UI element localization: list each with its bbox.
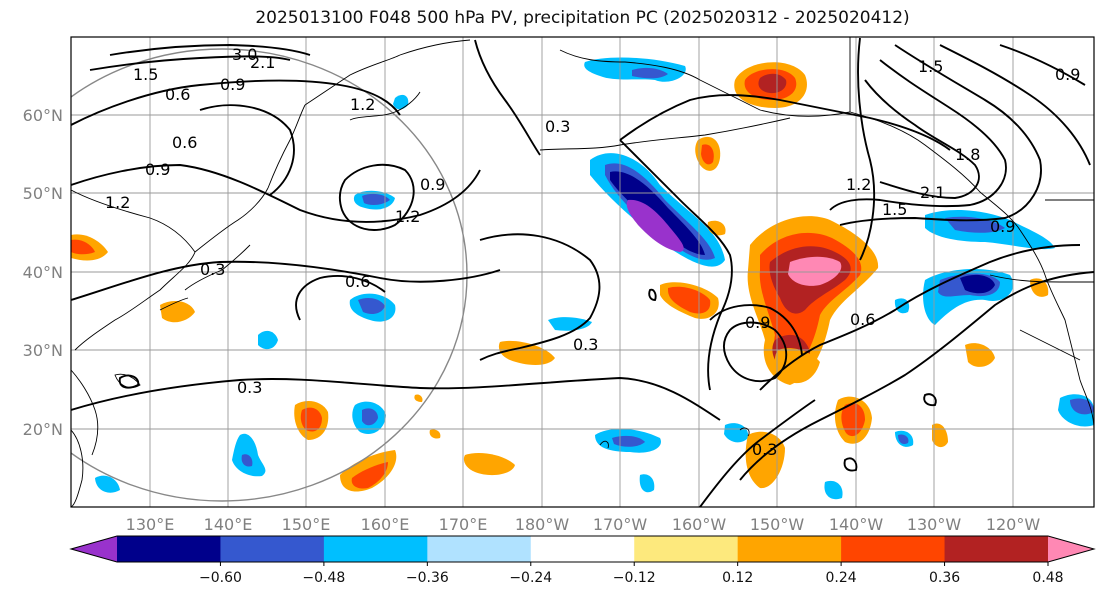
- colorbar-tick-label: −0.60: [199, 570, 242, 586]
- lon-label: 170°W: [593, 515, 648, 534]
- latitude-labels: 60°N 50°N 40°N 30°N 20°N: [23, 106, 63, 439]
- contour-label: 1.2: [846, 175, 871, 194]
- colorbar-extend-high: [1048, 536, 1094, 562]
- colorbar-extend-low: [71, 536, 117, 562]
- contour-label: 0.3: [545, 117, 570, 136]
- colorbar-tick-label: 0.12: [722, 570, 753, 586]
- contour-label: 0.9: [745, 313, 770, 332]
- contour-label: 0.9: [220, 75, 245, 94]
- colorbar-segment: [634, 536, 739, 562]
- lon-label: 130°W: [907, 515, 962, 534]
- lat-label: 40°N: [23, 263, 63, 282]
- lon-label: 150°E: [282, 515, 331, 534]
- contour-label: 0.3: [237, 378, 262, 397]
- map-title: 2025013100 F048 500 hPa PV, precipitatio…: [255, 8, 910, 28]
- contour-label: 0.6: [850, 310, 875, 329]
- contour-label: 0.9: [420, 175, 445, 194]
- contour-label: 2.1: [920, 183, 945, 202]
- lat-label: 20°N: [23, 420, 63, 439]
- lon-label: 160°W: [672, 515, 727, 534]
- colorbar-segment: [737, 536, 842, 562]
- lat-label: 50°N: [23, 184, 63, 203]
- colorbar-tick-label: −0.24: [509, 570, 552, 586]
- colorbar-segment: [323, 536, 428, 562]
- graticule: [71, 37, 1094, 507]
- colorbar-tick-label: 0.24: [826, 570, 857, 586]
- lat-label: 30°N: [23, 341, 63, 360]
- colorbar-tick-label: −0.48: [302, 570, 345, 586]
- contour-label: 1.5: [133, 65, 158, 84]
- contour-label: 0.9: [145, 160, 170, 179]
- lon-label: 160°E: [361, 515, 410, 534]
- contour-label: 0.3: [752, 440, 777, 459]
- range-circle: [71, 48, 468, 502]
- colorbar-segment: [841, 536, 946, 562]
- colorbar-outline: [69, 535, 1096, 563]
- lon-label: 140°E: [204, 515, 253, 534]
- colorbar-tick-label: −0.36: [406, 570, 449, 586]
- contour-label: 1.5: [882, 200, 907, 219]
- contour-label: 1.2: [395, 207, 420, 226]
- contour-labels: 3.0 2.1 1.5 0.9 0.6 1.2 0.3 0.9 1.2 0.6 …: [105, 45, 1080, 459]
- contour-label: 1.2: [105, 193, 130, 212]
- contour-label: 2.1: [250, 53, 275, 72]
- contour-label: 0.9: [990, 217, 1015, 236]
- colorbar-segment: [117, 536, 221, 562]
- pv-contours: [71, 37, 1094, 507]
- contour-label: 0.6: [172, 133, 197, 152]
- colorbar-tick-label: 0.48: [1032, 570, 1063, 586]
- colorbar-tick-label: 0.36: [929, 570, 960, 586]
- contour-label: 0.6: [165, 85, 190, 104]
- contour-label: 0.3: [573, 335, 598, 354]
- lon-label: 180°W: [515, 515, 570, 534]
- lon-label: 170°E: [439, 515, 488, 534]
- contour-label: 1.2: [350, 95, 375, 114]
- longitude-labels: 130°E 140°E 150°E 160°E 170°E 180°W 170°…: [126, 515, 1041, 534]
- colorbar-segment: [427, 536, 532, 562]
- precip-shading: [71, 57, 1094, 500]
- colorbar-tick-label: −0.12: [613, 570, 656, 586]
- contour-label: 1.8: [955, 145, 980, 164]
- colorbar: −0.60 −0.48 −0.36 −0.24 −0.12 0.12 0.24 0.36 0.4…: [69, 535, 1096, 586]
- lon-label: 140°W: [829, 515, 884, 534]
- map-frame: [70, 36, 1095, 508]
- lon-label: 130°E: [126, 515, 175, 534]
- lon-label: 150°W: [750, 515, 805, 534]
- coastlines: [71, 37, 1094, 507]
- colorbar-segment: [530, 536, 635, 562]
- colorbar-segment: [944, 536, 1049, 562]
- contour-label: 0.6: [345, 272, 370, 291]
- lon-label: 120°W: [986, 515, 1041, 534]
- contour-label: 1.5: [918, 57, 943, 76]
- lat-label: 60°N: [23, 106, 63, 125]
- contour-label: 3.0: [232, 45, 257, 64]
- contour-label: 0.3: [200, 260, 225, 279]
- contour-label: 0.9: [1055, 65, 1080, 84]
- colorbar-segment: [220, 536, 325, 562]
